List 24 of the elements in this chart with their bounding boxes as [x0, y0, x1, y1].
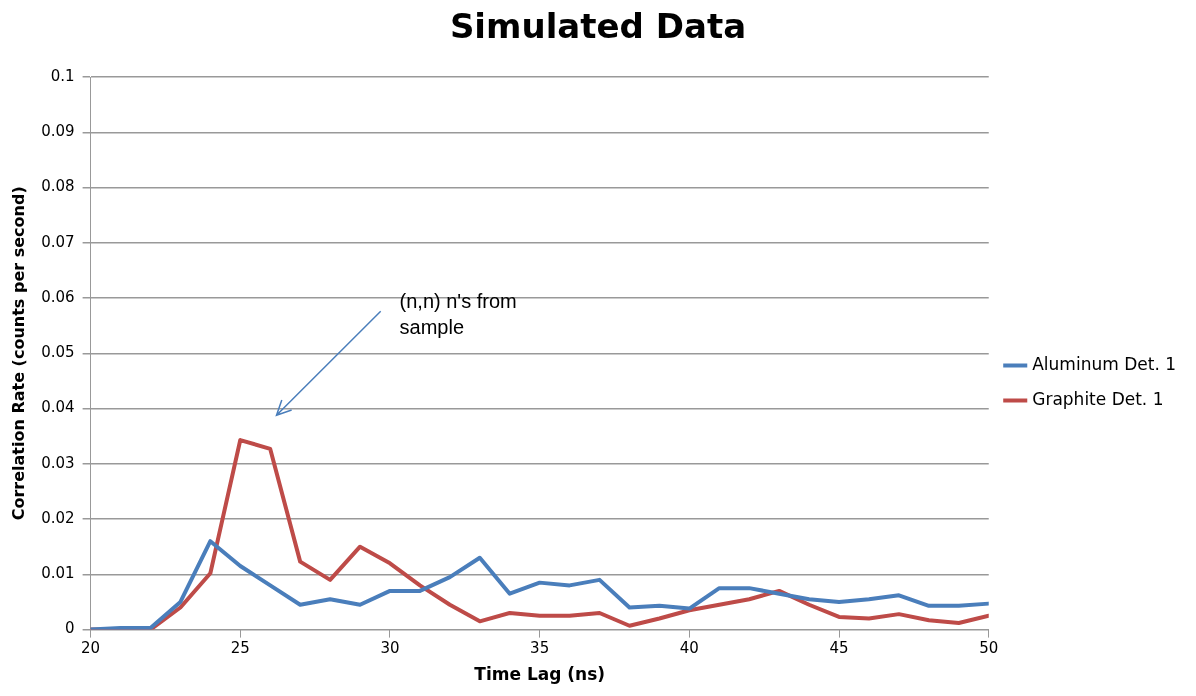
x-tick-label: 35 [530, 639, 550, 658]
x-axis-title: Time Lag (ns) [474, 664, 606, 685]
annotation: (n,n) n's from sample [399, 290, 517, 339]
x-tick-label: 25 [230, 639, 250, 658]
y-tick-label: 0.03 [41, 453, 75, 472]
y-tick-label: 0.05 [41, 343, 75, 362]
x-tick-label: 45 [829, 639, 849, 658]
x-tick-label: 20 [81, 639, 101, 658]
x-tick-label: 40 [679, 639, 699, 658]
legend-label: Graphite Det. 1 [1032, 388, 1164, 409]
y-tick-label: 0.01 [41, 564, 75, 583]
x-tick-label: 50 [979, 639, 999, 658]
y-tick-label: 0.02 [41, 508, 75, 527]
y-tick-label: 0.04 [41, 398, 75, 417]
legend-label: Aluminum Det. 1 [1032, 353, 1176, 374]
y-tick-label: 0.08 [41, 177, 75, 196]
x-tick-label: 30 [380, 639, 400, 658]
y-axis-title: Correlation Rate (counts per second) [8, 186, 28, 521]
y-tick-label: 0.09 [41, 122, 75, 141]
chart-title: Simulated Data [448, 6, 748, 46]
y-tick-label: 0.1 [50, 66, 75, 85]
y-tick-label: 0.06 [41, 287, 75, 306]
y-tick-label: 0.07 [41, 232, 75, 251]
y-tick-label: 0 [65, 619, 75, 638]
